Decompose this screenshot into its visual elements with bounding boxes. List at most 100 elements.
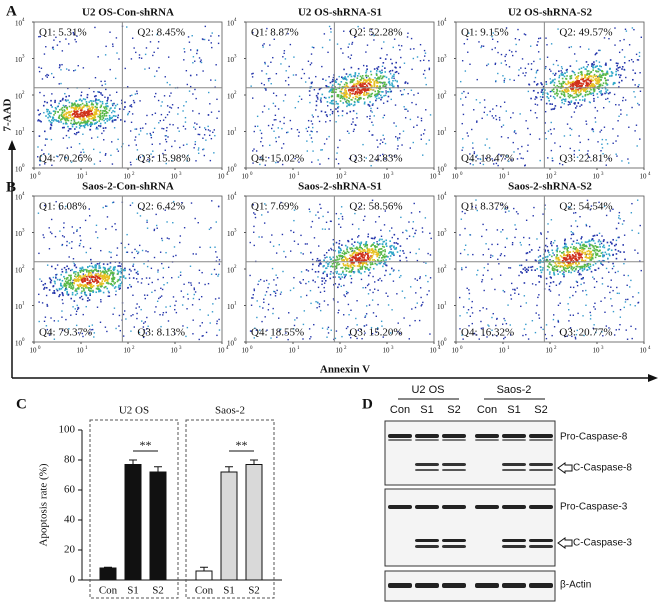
dot [67, 117, 70, 119]
dot [420, 138, 422, 140]
dot [38, 66, 40, 69]
dot [570, 233, 573, 236]
dot [363, 88, 365, 90]
dot [357, 252, 359, 254]
dot [101, 100, 104, 103]
dot [118, 314, 121, 317]
dot [43, 204, 46, 207]
dot [579, 87, 582, 90]
dot [339, 254, 342, 257]
dot [159, 314, 161, 316]
dot [108, 109, 111, 112]
dot [118, 284, 120, 287]
dot [81, 276, 84, 279]
dot [160, 325, 162, 328]
dot [310, 336, 312, 338]
dot [114, 286, 117, 288]
dot [473, 151, 476, 153]
dot [105, 228, 107, 230]
dot [91, 102, 93, 104]
dot [554, 93, 556, 95]
dot [382, 62, 385, 64]
dot [95, 110, 97, 112]
dot [495, 118, 498, 121]
dot [90, 269, 93, 272]
dot [161, 239, 164, 242]
dot [355, 260, 358, 262]
dot [92, 272, 94, 274]
dot [61, 109, 64, 112]
dot [337, 263, 340, 266]
dot [73, 123, 75, 126]
dot [53, 320, 56, 322]
dot [270, 82, 272, 85]
dot [573, 90, 575, 92]
dot [71, 291, 74, 294]
dot [198, 298, 200, 301]
dot [269, 294, 272, 296]
dot [272, 102, 275, 105]
dot [283, 250, 285, 253]
dot [602, 73, 604, 75]
x-tick-exp: 0 [250, 346, 253, 351]
dot [112, 277, 114, 280]
dot [365, 261, 368, 264]
dot [381, 71, 383, 74]
dot [373, 251, 375, 253]
dot [341, 266, 344, 269]
dot [82, 280, 84, 282]
dot [89, 294, 91, 296]
dot [61, 310, 63, 312]
dot [357, 247, 359, 249]
dot [84, 277, 87, 280]
dot [109, 94, 111, 96]
dot [174, 304, 176, 307]
dot [576, 329, 578, 332]
dot [272, 245, 275, 247]
dot [582, 77, 585, 80]
dot [346, 130, 349, 132]
dot [329, 90, 331, 92]
dot [575, 60, 578, 62]
y-tick-base: 10 [15, 129, 23, 137]
dot [467, 92, 469, 94]
dot [378, 77, 380, 80]
dot [592, 327, 595, 329]
dot [275, 94, 278, 97]
dot [564, 335, 566, 338]
dot [475, 155, 477, 158]
dot [385, 255, 388, 257]
dot [361, 81, 364, 84]
dot [101, 111, 104, 114]
dot [339, 249, 342, 251]
dot [349, 95, 351, 98]
dot [128, 268, 131, 271]
dot [178, 130, 180, 132]
dot [59, 65, 61, 67]
dot [351, 243, 353, 245]
dot [150, 136, 153, 139]
dot [363, 92, 365, 94]
dot [66, 265, 68, 268]
dot [86, 286, 89, 289]
dot [592, 94, 595, 97]
dot [57, 320, 60, 322]
dot [335, 212, 338, 215]
dot [591, 128, 593, 131]
dot [83, 284, 86, 286]
dot [103, 106, 105, 108]
dot [594, 78, 596, 81]
dot [389, 84, 391, 86]
dot [86, 93, 89, 96]
dot [571, 83, 574, 86]
dot [211, 200, 213, 202]
dot [117, 271, 120, 273]
dot [373, 237, 376, 240]
dot [252, 150, 254, 152]
dot [461, 267, 463, 269]
dot [293, 219, 295, 222]
dot [285, 70, 287, 72]
dot [58, 117, 61, 120]
dot [337, 250, 340, 252]
dot [169, 84, 171, 86]
